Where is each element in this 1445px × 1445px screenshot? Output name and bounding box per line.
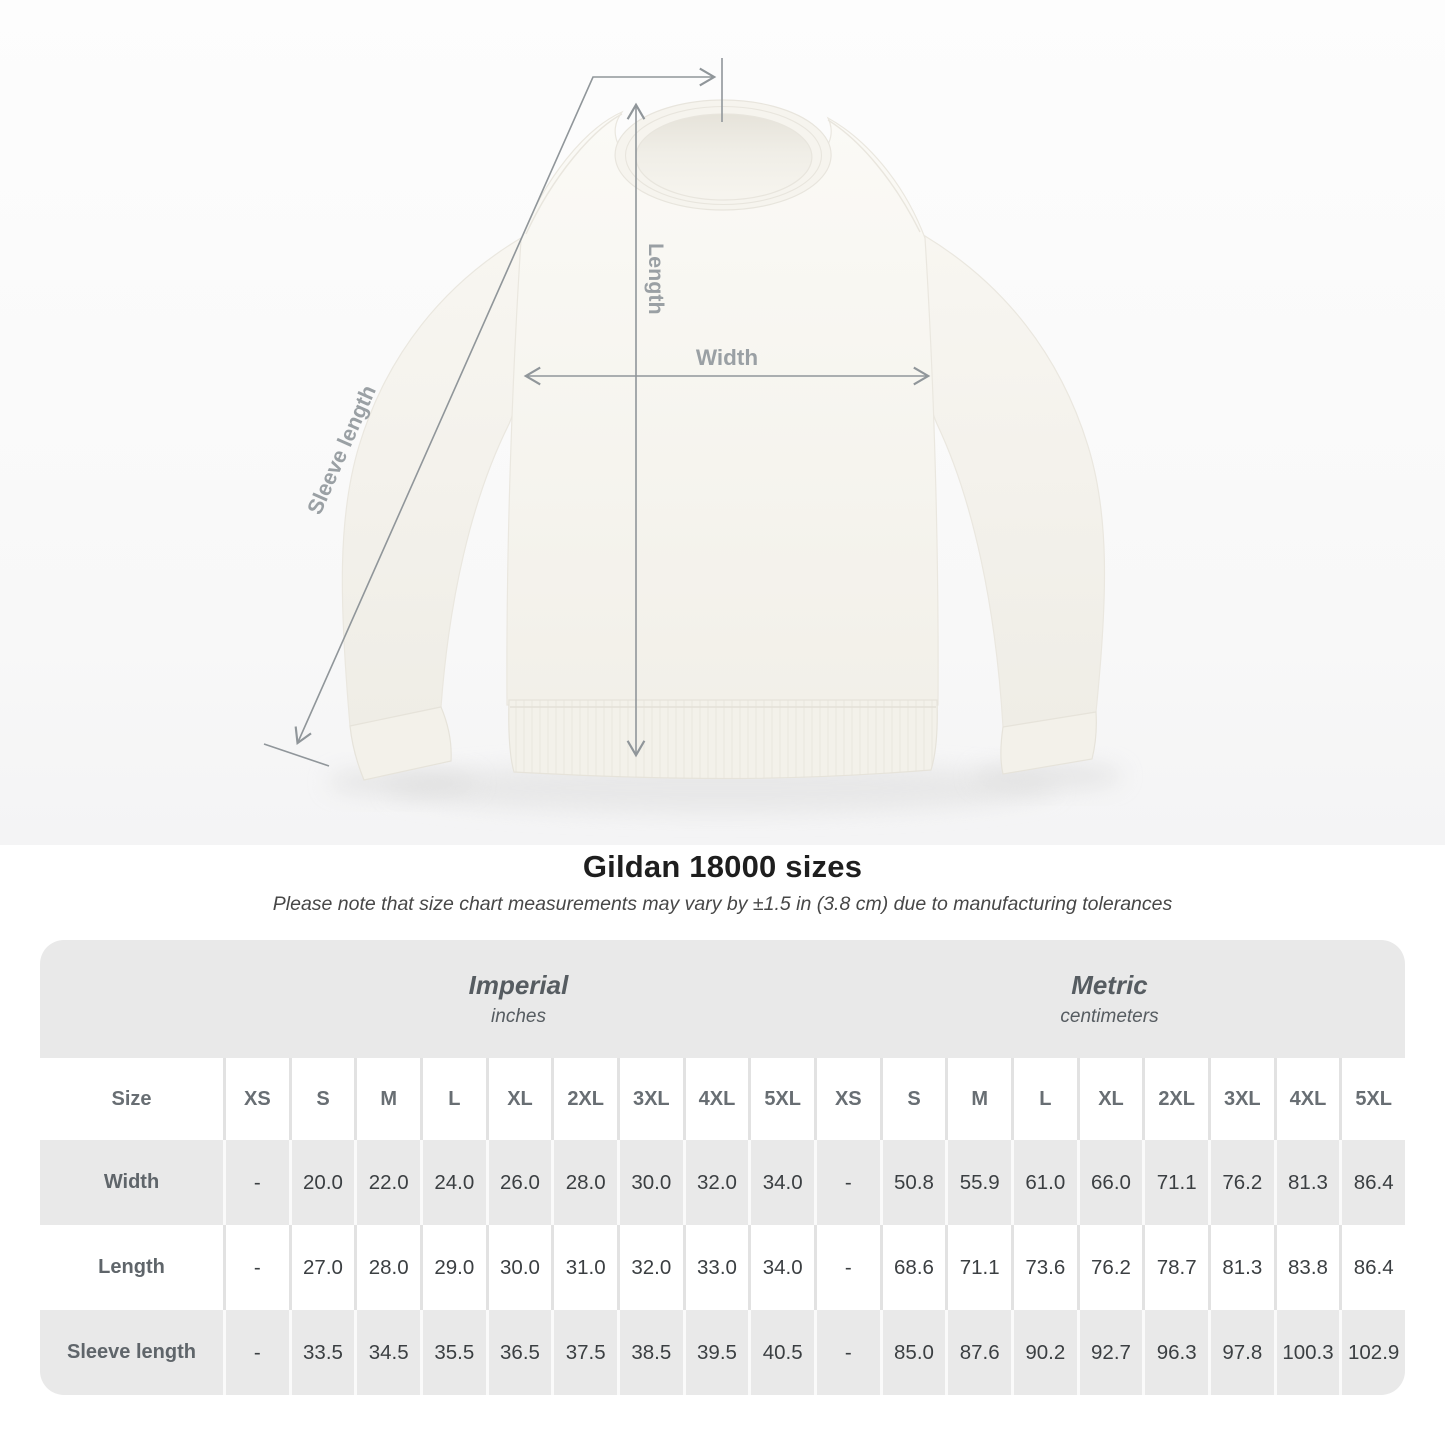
page-subtitle: Please note that size chart measurements… <box>272 893 1173 915</box>
width-label: Width <box>696 345 758 370</box>
table-cell: 40.5 <box>748 1310 814 1395</box>
table-cell: - <box>223 1225 289 1310</box>
right-cuff <box>1000 711 1097 775</box>
size-column-header: 3XL <box>1207 1058 1274 1140</box>
measurement-annotations <box>263 58 931 767</box>
unit-section-title: Metric <box>1071 970 1148 1000</box>
table-cell: 96.3 <box>1142 1310 1208 1395</box>
table-cell: 71.1 <box>1142 1140 1208 1225</box>
table-cell: 28.0 <box>354 1225 420 1310</box>
page-title: Gildan 18000 sizes <box>582 849 863 884</box>
table-cell: 50.8 <box>879 1140 946 1225</box>
table-cell: 22.0 <box>354 1140 420 1225</box>
table-cell: 81.3 <box>1207 1225 1274 1310</box>
size-table: Imperial inches Metric centimeters Size XS S M L… <box>40 940 1405 1395</box>
table-cell: 32.0 <box>616 1225 683 1310</box>
table-band-corner <box>40 940 223 1058</box>
sleeve-end-tick <box>263 743 330 767</box>
table-cell: 38.5 <box>616 1310 683 1395</box>
size-column-header: M <box>354 1058 420 1140</box>
size-column-header: L <box>419 1058 486 1140</box>
table-cell: 26.0 <box>485 1140 552 1225</box>
table-cell: 102.9 <box>1339 1310 1405 1395</box>
unit-section-header: Imperial inches <box>223 940 814 1058</box>
table-cell: 86.4 <box>1339 1225 1405 1310</box>
table-cell: - <box>813 1225 880 1310</box>
size-column-header: S <box>879 1058 946 1140</box>
row-label: Width <box>40 1140 223 1225</box>
table-cell: 34.0 <box>748 1225 814 1310</box>
row-label: Sleeve length <box>40 1310 223 1395</box>
size-column-header: 4XL <box>1273 1058 1340 1140</box>
table-cell: 34.0 <box>748 1140 814 1225</box>
collar <box>614 99 832 211</box>
table-cell: 61.0 <box>1010 1140 1077 1225</box>
unit-section-subtitle: centimeters <box>1060 1006 1159 1027</box>
table-cell: 87.6 <box>945 1310 1011 1395</box>
table-cell: 28.0 <box>551 1140 617 1225</box>
table-cell: 100.3 <box>1273 1310 1340 1395</box>
size-column-header: 2XL <box>1142 1058 1208 1140</box>
table-cell: 71.1 <box>945 1225 1011 1310</box>
table-cell: 66.0 <box>1076 1140 1143 1225</box>
table-cell: 29.0 <box>419 1225 486 1310</box>
table-cell: 37.5 <box>551 1310 617 1395</box>
size-column-header: L <box>1010 1058 1077 1140</box>
unit-section-subtitle: inches <box>491 1006 546 1027</box>
size-column-header: 3XL <box>616 1058 683 1140</box>
size-column-header: XS <box>813 1058 880 1140</box>
product-measurement-diagram: Length Width Sleeve length <box>0 0 1445 845</box>
table-cell: 97.8 <box>1207 1310 1274 1395</box>
table-cell: 83.8 <box>1273 1225 1340 1310</box>
table-cell: 55.9 <box>945 1140 1011 1225</box>
table-cell: 24.0 <box>419 1140 486 1225</box>
table-cell: 33.0 <box>682 1225 749 1310</box>
sleeve-length-arrow <box>294 67 717 746</box>
size-column-header: XL <box>485 1058 552 1140</box>
table-cell: 34.5 <box>354 1310 420 1395</box>
size-column-header: 5XL <box>1339 1058 1405 1140</box>
table-cell: - <box>813 1310 880 1395</box>
table-cell: 27.0 <box>288 1225 355 1310</box>
size-column-header: 2XL <box>551 1058 617 1140</box>
table-cell: 31.0 <box>551 1225 617 1310</box>
table-cell: 92.7 <box>1076 1310 1143 1395</box>
table-cell: - <box>223 1310 289 1395</box>
table-cell: 85.0 <box>879 1310 946 1395</box>
size-column-header: 5XL <box>748 1058 814 1140</box>
waistband <box>508 699 938 780</box>
size-column-header: XL <box>1076 1058 1143 1140</box>
table-cell: 35.5 <box>419 1310 486 1395</box>
table-cell: 36.5 <box>485 1310 552 1395</box>
table-cell: 20.0 <box>288 1140 355 1225</box>
unit-section-title: Imperial <box>468 970 569 1000</box>
table-cell: 30.0 <box>616 1140 683 1225</box>
table-cell: - <box>813 1140 880 1225</box>
table-cell: 68.6 <box>879 1225 946 1310</box>
table-cell: 86.4 <box>1339 1140 1405 1225</box>
size-column-header: M <box>945 1058 1011 1140</box>
table-cell: 76.2 <box>1076 1225 1143 1310</box>
table-cell: 81.3 <box>1273 1140 1340 1225</box>
size-column-header: XS <box>223 1058 289 1140</box>
table-cell: 76.2 <box>1207 1140 1274 1225</box>
size-corner-header: Size <box>40 1058 223 1140</box>
length-label: Length <box>644 243 668 315</box>
size-column-header: 4XL <box>682 1058 749 1140</box>
table-cell: 33.5 <box>288 1310 355 1395</box>
table-cell: 32.0 <box>682 1140 749 1225</box>
table-cell: 78.7 <box>1142 1225 1208 1310</box>
table-cell: 30.0 <box>485 1225 552 1310</box>
table-cell: - <box>223 1140 289 1225</box>
row-label: Length <box>40 1225 223 1310</box>
table-cell: 73.6 <box>1010 1225 1077 1310</box>
size-column-header: S <box>288 1058 355 1140</box>
table-cell: 39.5 <box>682 1310 749 1395</box>
unit-section-header: Metric centimeters <box>813 940 1405 1058</box>
table-cell: 90.2 <box>1010 1310 1077 1395</box>
